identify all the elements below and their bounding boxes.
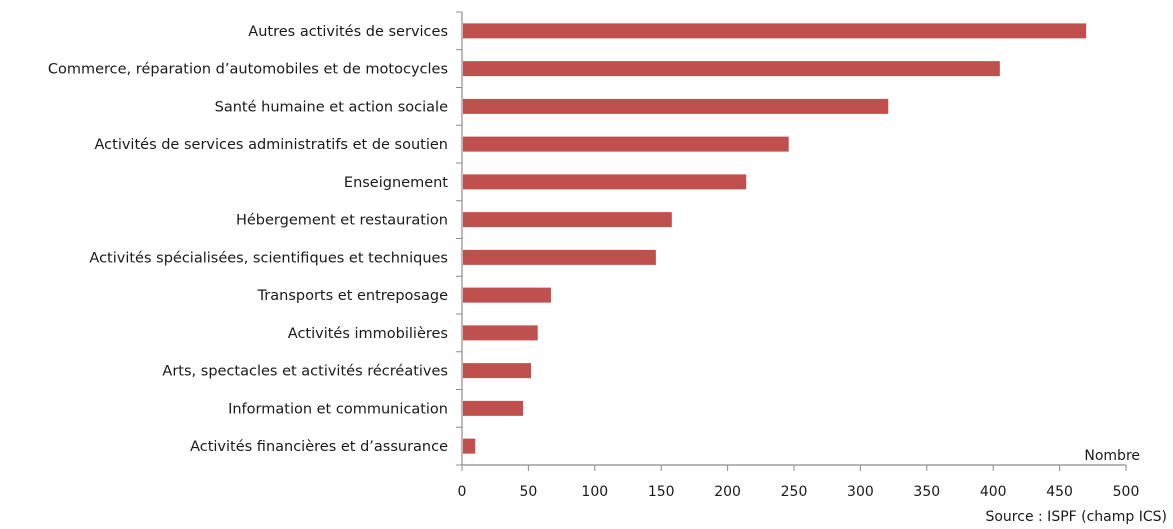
bar <box>463 400 524 416</box>
bar <box>463 23 1087 39</box>
category-label: Commerce, réparation d’automobiles et de… <box>48 62 448 78</box>
x-tick-label: 450 <box>1046 484 1073 500</box>
category-label: Activités financières et d’assurance <box>190 439 448 455</box>
category-label: Arts, spectacles et activités récréative… <box>162 364 448 380</box>
category-label: Autres activités de services <box>248 24 448 40</box>
category-label: Information et communication <box>228 401 448 417</box>
category-label: Hébergement et restauration <box>236 213 448 229</box>
source-note: Source : ISPF (champ ICS) <box>985 509 1167 525</box>
x-tick-label: 500 <box>1113 484 1140 500</box>
bar <box>463 136 789 152</box>
x-tick-label: 250 <box>781 484 808 500</box>
x-tick-label: 0 <box>458 484 467 500</box>
x-tick-label: 350 <box>913 484 940 500</box>
bar <box>463 363 532 379</box>
x-tick-label: 100 <box>581 484 608 500</box>
bar <box>463 212 672 228</box>
bar <box>463 438 476 454</box>
category-label: Activités de services administratifs et … <box>95 137 449 153</box>
x-tick-label: 200 <box>714 484 741 500</box>
category-label: Transports et entreposage <box>257 288 448 304</box>
bar <box>463 249 656 265</box>
x-tick-label: 400 <box>980 484 1007 500</box>
bar <box>463 325 538 341</box>
category-label: Activités spécialisées, scientifiques et… <box>89 250 448 266</box>
bar <box>463 287 551 303</box>
x-tick-labels: 0 50 100 150 200 250 300 350 400 450 500 <box>458 484 1140 500</box>
category-label: Activités immobilières <box>288 326 448 342</box>
category-labels: Autres activités de services Commerce, ré… <box>48 24 448 455</box>
x-axis-unit-label: Nombre <box>1084 448 1140 464</box>
category-label: Santé humaine et action sociale <box>215 99 448 115</box>
x-tick-label: 300 <box>847 484 874 500</box>
x-tick-label: 150 <box>648 484 675 500</box>
x-tick-label: 50 <box>519 484 537 500</box>
bar <box>463 61 1000 77</box>
chart-axes <box>456 11 1127 471</box>
chart-bars <box>463 23 1087 454</box>
category-label: Enseignement <box>344 175 448 191</box>
bar <box>463 174 747 190</box>
bar <box>463 98 889 114</box>
